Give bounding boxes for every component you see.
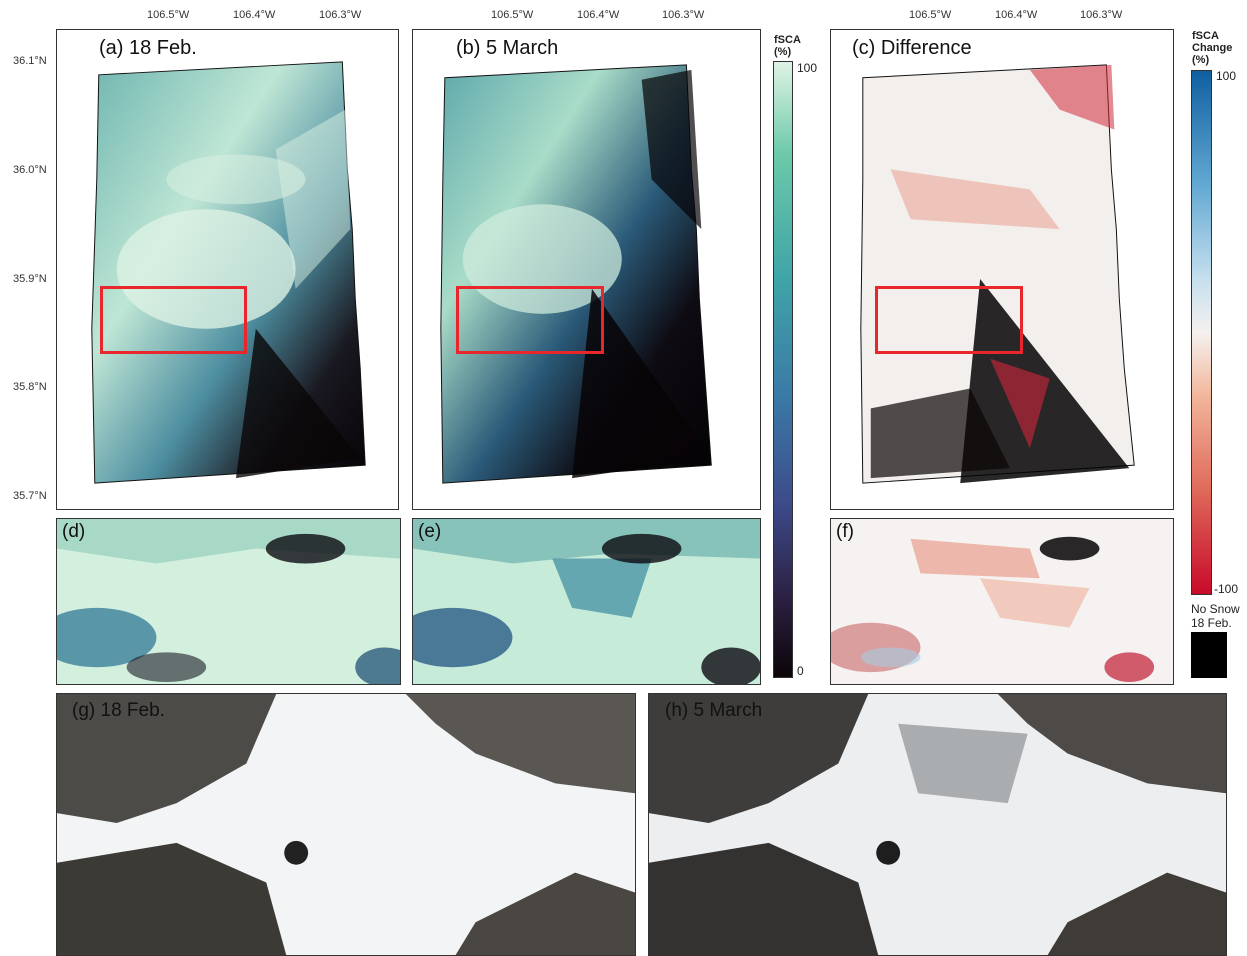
map-panel-b xyxy=(412,29,761,510)
lat-label-2: 36.0°N xyxy=(13,164,47,176)
zoom-d-svg xyxy=(57,519,400,684)
map-b-svg xyxy=(440,64,712,484)
lat-label-5: 35.7°N xyxy=(13,490,47,502)
map-c-svg xyxy=(860,64,1135,484)
lon-label-b-1: 106.5°W xyxy=(491,9,534,21)
lon-label-a-2: 106.4°W xyxy=(233,9,276,21)
panel-a-label: (a) 18 Feb. xyxy=(99,37,197,59)
highlight-box-b xyxy=(456,286,604,354)
panel-b-label: (b) 5 March xyxy=(456,37,559,59)
panel-c-label: (c) Difference xyxy=(852,37,972,59)
fsca-colorbar xyxy=(773,61,793,678)
lat-label-3: 35.9°N xyxy=(13,273,47,285)
lon-label-c-1: 106.5°W xyxy=(909,9,952,21)
fsca-legend-title: fSCA (%) xyxy=(774,34,801,58)
change-legend-min: -100 xyxy=(1214,582,1239,596)
panel-d-label: (d) xyxy=(62,521,86,542)
photo-panel-g xyxy=(56,693,636,956)
change-colorbar xyxy=(1191,70,1212,595)
lon-label-a-3: 106.3°W xyxy=(319,9,362,21)
lon-label-b-2: 106.4°W xyxy=(577,9,620,21)
zoom-panel-e xyxy=(412,518,761,685)
panel-f-label: (f) xyxy=(836,521,854,542)
change-legend-title: fSCA Change (%) xyxy=(1192,30,1233,66)
lon-label-c-3: 106.3°W xyxy=(1080,9,1123,21)
highlight-box-a xyxy=(100,286,247,354)
fsca-legend-max: 100 xyxy=(797,61,818,75)
panel-g-label: (g) 18 Feb. xyxy=(72,700,165,721)
panel-h-label: (h) 5 March xyxy=(665,700,763,721)
fsca-legend-min: 0 xyxy=(797,664,804,678)
lon-label-c-2: 106.4°W xyxy=(995,9,1038,21)
no-snow-swatch xyxy=(1191,632,1227,678)
photo-panel-h xyxy=(648,693,1227,956)
zoom-e-svg xyxy=(413,519,760,684)
panel-e-label: (e) xyxy=(418,521,442,542)
zoom-panel-d xyxy=(56,518,401,685)
lat-label-4: 35.8°N xyxy=(13,381,47,393)
change-legend-max: 100 xyxy=(1216,69,1237,83)
zoom-f-svg xyxy=(831,519,1173,684)
photo-g-svg xyxy=(57,694,635,955)
map-panel-c xyxy=(830,29,1174,510)
map-a-svg xyxy=(91,61,366,484)
no-snow-legend-title: No Snow 18 Feb. xyxy=(1191,602,1240,630)
zoom-panel-f xyxy=(830,518,1174,685)
photo-h-svg xyxy=(649,694,1226,955)
highlight-box-c xyxy=(875,286,1023,354)
lon-label-b-3: 106.3°W xyxy=(662,9,705,21)
lat-label-1: 36.1°N xyxy=(13,55,47,67)
lon-label-a-1: 106.5°W xyxy=(147,9,190,21)
map-panel-a xyxy=(56,29,399,510)
study-area-c xyxy=(860,64,1135,484)
